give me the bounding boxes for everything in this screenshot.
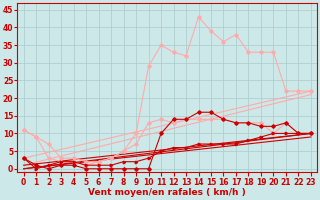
X-axis label: Vent moyen/en rafales ( km/h ): Vent moyen/en rafales ( km/h ) — [88, 188, 246, 197]
